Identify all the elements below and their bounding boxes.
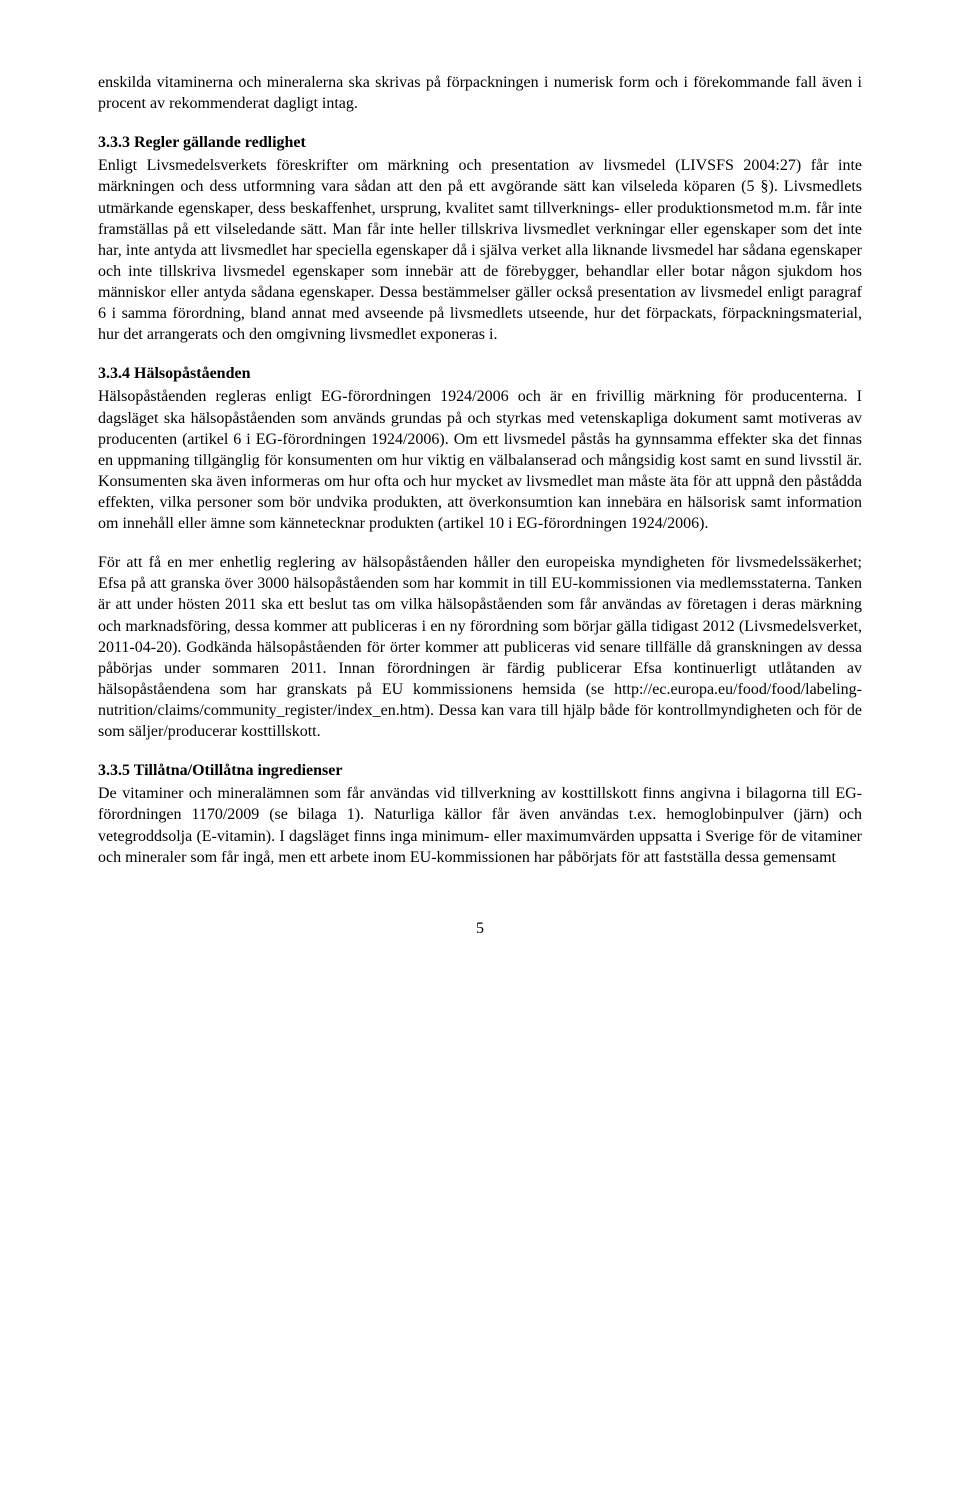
section-heading: 3.3.5 Tillåtna/Otillåtna ingredienser: [98, 760, 862, 781]
section-3-3-5: 3.3.5 Tillåtna/Otillåtna ingredienser De…: [98, 760, 862, 868]
section-body: De vitaminer och mineralämnen som får an…: [98, 783, 862, 867]
section-body-continued: För att få en mer enhetlig reglering av …: [98, 552, 862, 742]
section-body: Hälsopåståenden regleras enligt EG-föror…: [98, 386, 862, 534]
section-heading: 3.3.4 Hälsopåståenden: [98, 363, 862, 384]
document-page: enskilda vitaminerna och mineralerna ska…: [0, 0, 960, 979]
section-heading: 3.3.3 Regler gällande redlighet: [98, 132, 862, 153]
page-number: 5: [98, 918, 862, 939]
intro-paragraph: enskilda vitaminerna och mineralerna ska…: [98, 72, 862, 114]
section-3-3-4: 3.3.4 Hälsopåståenden Hälsopåståenden re…: [98, 363, 862, 742]
section-3-3-3: 3.3.3 Regler gällande redlighet Enligt L…: [98, 132, 862, 345]
section-body: Enligt Livsmedelsverkets föreskrifter om…: [98, 155, 862, 345]
